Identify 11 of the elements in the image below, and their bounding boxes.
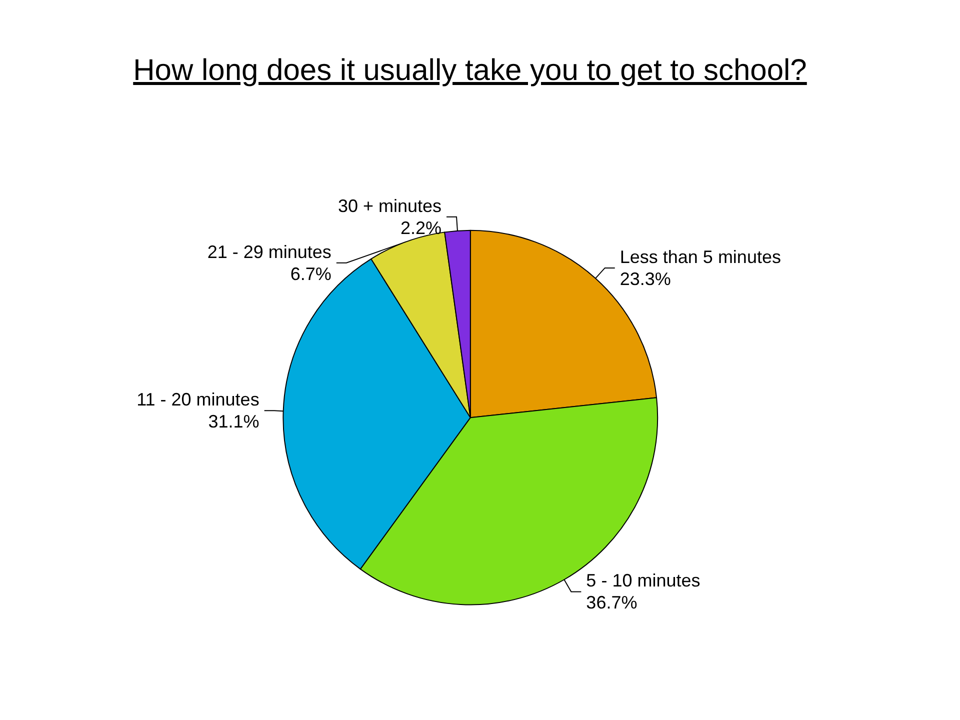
- data-label: 31.1%: [208, 412, 260, 432]
- data-label: 2.2%: [400, 218, 442, 238]
- slice-label: 11 - 20 minutes: [136, 390, 260, 410]
- slice-label: Less than 5 minutes: [620, 246, 781, 267]
- data-label: 6.7%: [290, 264, 332, 284]
- slice-label: 30 + minutes: [338, 196, 442, 216]
- slice-label: 21 - 29 minutes: [207, 242, 332, 262]
- data-label: 36.7%: [586, 592, 638, 613]
- chart-title: How long does it usually take you to get to school?: [132, 53, 808, 89]
- slice-label: 5 - 10 minutes: [586, 570, 700, 591]
- data-label: 23.3%: [620, 268, 671, 289]
